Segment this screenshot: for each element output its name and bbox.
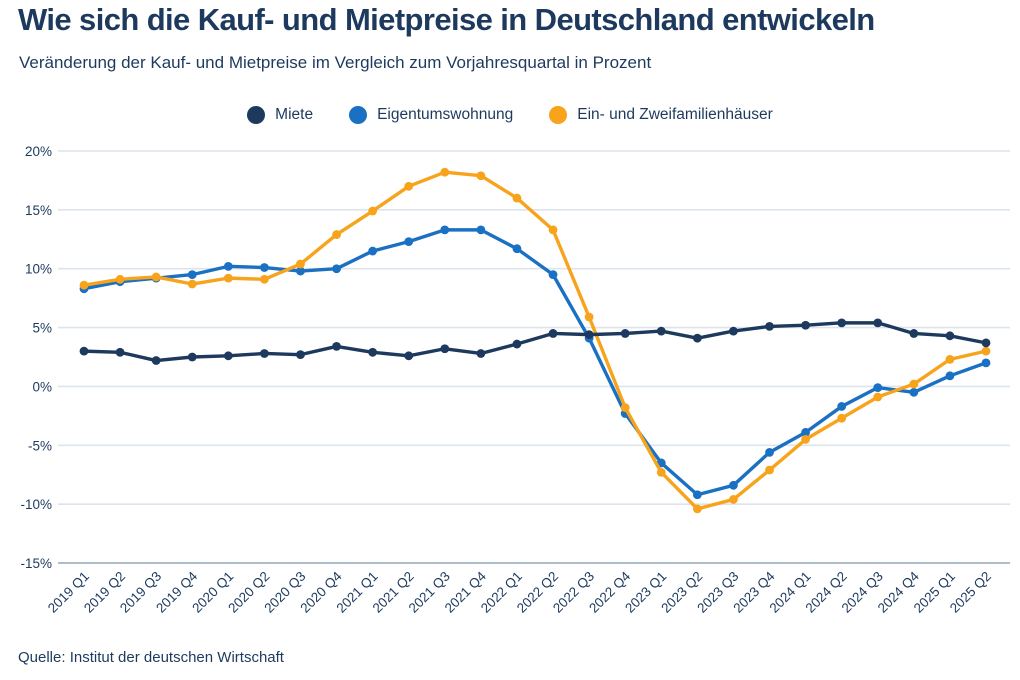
data-point-marker xyxy=(909,379,919,389)
data-point-marker xyxy=(187,352,197,362)
data-point-marker xyxy=(187,279,197,289)
legend-label: Miete xyxy=(275,106,314,123)
data-point-marker xyxy=(656,326,666,336)
data-point-marker xyxy=(512,193,522,203)
data-point-marker xyxy=(620,329,630,338)
data-point-marker xyxy=(765,465,774,475)
page-title: Wie sich die Kauf- und Mietpreise in Deu… xyxy=(18,2,875,37)
data-point-marker xyxy=(584,330,594,340)
chart-subtitle: Veränderung der Kauf- und Mietpreise im … xyxy=(19,53,652,72)
data-point-marker xyxy=(476,171,486,181)
data-point-marker xyxy=(296,350,305,360)
data-point-marker xyxy=(368,206,378,216)
data-point-marker xyxy=(620,403,630,413)
source-note: Quelle: Institut der deutschen Wirtschaf… xyxy=(18,649,284,666)
data-point-marker xyxy=(79,346,89,356)
data-point-marker xyxy=(404,351,414,361)
data-point-marker xyxy=(909,387,919,397)
data-point-marker xyxy=(692,504,702,514)
data-point-marker xyxy=(765,321,774,331)
data-point-marker xyxy=(368,347,378,357)
data-point-marker xyxy=(801,435,810,444)
data-point-marker xyxy=(584,312,594,322)
series-line-2 xyxy=(82,228,988,497)
data-point-marker xyxy=(79,280,89,290)
chart-legend: Miete Eigentumswohnung Ein- und Zweifamili… xyxy=(0,102,1020,128)
data-point-marker xyxy=(151,356,161,365)
data-point-marker xyxy=(440,167,450,177)
legend-label: Ein- und Zweifamilienhäuser xyxy=(577,106,773,123)
data-point-marker xyxy=(223,261,233,271)
y-axis-tick-label: 5% xyxy=(32,321,52,336)
data-point-marker xyxy=(765,447,774,457)
data-point-marker xyxy=(656,467,666,477)
data-point-marker xyxy=(801,427,810,437)
legend-item-1: Miete xyxy=(247,106,313,124)
data-point-marker xyxy=(332,264,341,274)
data-point-marker xyxy=(115,274,125,284)
data-point-marker xyxy=(296,266,305,276)
data-point-marker xyxy=(692,333,702,343)
legend-dot-icon xyxy=(349,106,368,124)
data-point-marker xyxy=(945,354,955,364)
data-point-marker xyxy=(801,320,810,330)
data-point-marker xyxy=(981,338,991,348)
data-point-marker xyxy=(260,349,269,358)
y-axis-tick-label: 20% xyxy=(25,144,52,159)
data-point-marker xyxy=(837,413,847,423)
y-axis-tick-label: -15% xyxy=(20,556,52,571)
data-point-marker xyxy=(729,495,738,504)
y-axis-tick-label: 0% xyxy=(32,379,52,394)
data-point-marker xyxy=(692,490,702,500)
data-point-marker xyxy=(368,246,378,256)
data-point-marker xyxy=(548,270,558,279)
data-point-marker xyxy=(873,392,883,402)
data-point-marker xyxy=(332,342,341,351)
data-point-marker xyxy=(873,318,883,328)
series-line-3 xyxy=(82,170,988,511)
data-point-marker xyxy=(837,402,847,411)
data-point-marker xyxy=(873,383,883,393)
data-point-marker xyxy=(476,225,486,235)
data-point-marker xyxy=(512,244,522,254)
data-point-marker xyxy=(837,318,847,328)
data-point-marker xyxy=(512,339,522,349)
data-point-marker xyxy=(223,351,233,361)
data-point-marker xyxy=(945,331,955,341)
data-point-marker xyxy=(223,273,233,283)
legend-label: Eigentumswohnung xyxy=(377,106,514,123)
y-axis-tick-label: -10% xyxy=(20,497,52,512)
data-point-marker xyxy=(729,326,738,336)
legend-item-3: Ein- und Zweifamilienhäuser xyxy=(549,106,773,124)
data-point-marker xyxy=(115,347,125,357)
data-point-marker xyxy=(440,344,450,354)
data-point-marker xyxy=(909,329,919,338)
data-point-marker xyxy=(981,346,991,356)
data-point-marker xyxy=(260,263,269,272)
data-point-marker xyxy=(440,225,450,235)
data-point-marker xyxy=(332,230,341,239)
data-point-marker xyxy=(729,480,738,490)
data-point-marker xyxy=(404,181,414,191)
data-point-marker xyxy=(548,329,558,338)
data-point-marker xyxy=(548,225,558,235)
y-axis-tick-label: 15% xyxy=(25,203,52,218)
data-point-marker xyxy=(476,349,486,358)
data-point-marker xyxy=(981,358,991,368)
series-line-1 xyxy=(82,321,988,363)
legend-dot-icon xyxy=(247,106,266,124)
data-point-marker xyxy=(296,259,305,269)
data-point-marker xyxy=(404,237,414,247)
y-axis-tick-label: 10% xyxy=(25,262,52,277)
data-point-marker xyxy=(151,272,161,282)
legend-item-2: Eigentumswohnung xyxy=(349,106,513,124)
legend-dot-icon xyxy=(549,106,568,124)
data-point-marker xyxy=(945,371,955,381)
data-point-marker xyxy=(187,270,197,279)
y-axis-tick-label: -5% xyxy=(28,438,52,453)
data-point-marker xyxy=(260,274,269,284)
